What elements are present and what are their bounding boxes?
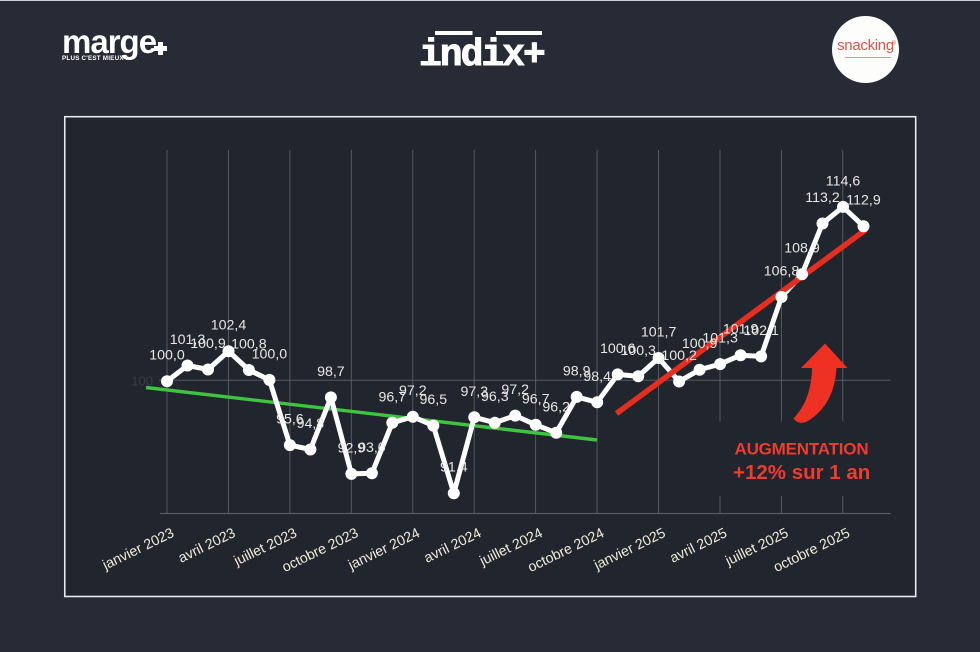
svg-text:113,2: 113,2 (805, 190, 840, 206)
svg-text:100,0: 100,0 (149, 348, 185, 364)
svg-text:97,3: 97,3 (460, 384, 488, 400)
svg-text:100,0: 100,0 (252, 346, 288, 362)
svg-text:102,4: 102,4 (211, 318, 247, 334)
svg-text:95,6: 95,6 (276, 412, 304, 428)
svg-text:114,6: 114,6 (826, 173, 861, 189)
svg-text:98,4: 98,4 (583, 369, 611, 385)
svg-text:97,2: 97,2 (399, 383, 427, 399)
svg-text:94,8: 94,8 (297, 416, 325, 432)
svg-text:96,7: 96,7 (522, 391, 550, 407)
svg-text:+12% sur 1 an: +12% sur 1 an (733, 461, 870, 484)
svg-text:indix+: indix+ (419, 34, 544, 71)
svg-text:100,8: 100,8 (231, 337, 267, 353)
svg-text:96,5: 96,5 (419, 392, 447, 408)
svg-text:101,3: 101,3 (702, 331, 738, 347)
svg-text:112,9: 112,9 (846, 193, 881, 209)
svg-text:98,9: 98,9 (563, 363, 591, 379)
svg-text:AUGMENTATION: AUGMENTATION (735, 440, 869, 459)
svg-text:101,9: 101,9 (723, 322, 759, 338)
svg-text:101,3: 101,3 (170, 332, 206, 348)
svg-text:100,9: 100,9 (682, 336, 718, 352)
svg-text:102,1: 102,1 (743, 323, 779, 339)
svg-text:100,9: 100,9 (190, 336, 226, 352)
svg-text:100: 100 (131, 374, 153, 389)
svg-text:100,3: 100,3 (620, 343, 656, 359)
svg-text:96,7: 96,7 (378, 389, 406, 405)
svg-text:101,7: 101,7 (641, 325, 677, 341)
svg-text:91,4: 91,4 (440, 460, 468, 476)
svg-text:92,9: 92,9 (338, 440, 366, 456)
svg-text:100,2: 100,2 (661, 348, 697, 364)
svg-text:97,2: 97,2 (501, 382, 529, 398)
svg-text:100,6: 100,6 (600, 341, 636, 357)
svg-text:98,7: 98,7 (317, 364, 345, 380)
svg-text:106,8: 106,8 (764, 264, 800, 280)
svg-text:93,0: 93,0 (358, 440, 386, 456)
svg-text:96,2: 96,2 (542, 399, 570, 415)
svg-text:96,3: 96,3 (481, 389, 509, 405)
svg-text:108,9: 108,9 (784, 241, 820, 257)
